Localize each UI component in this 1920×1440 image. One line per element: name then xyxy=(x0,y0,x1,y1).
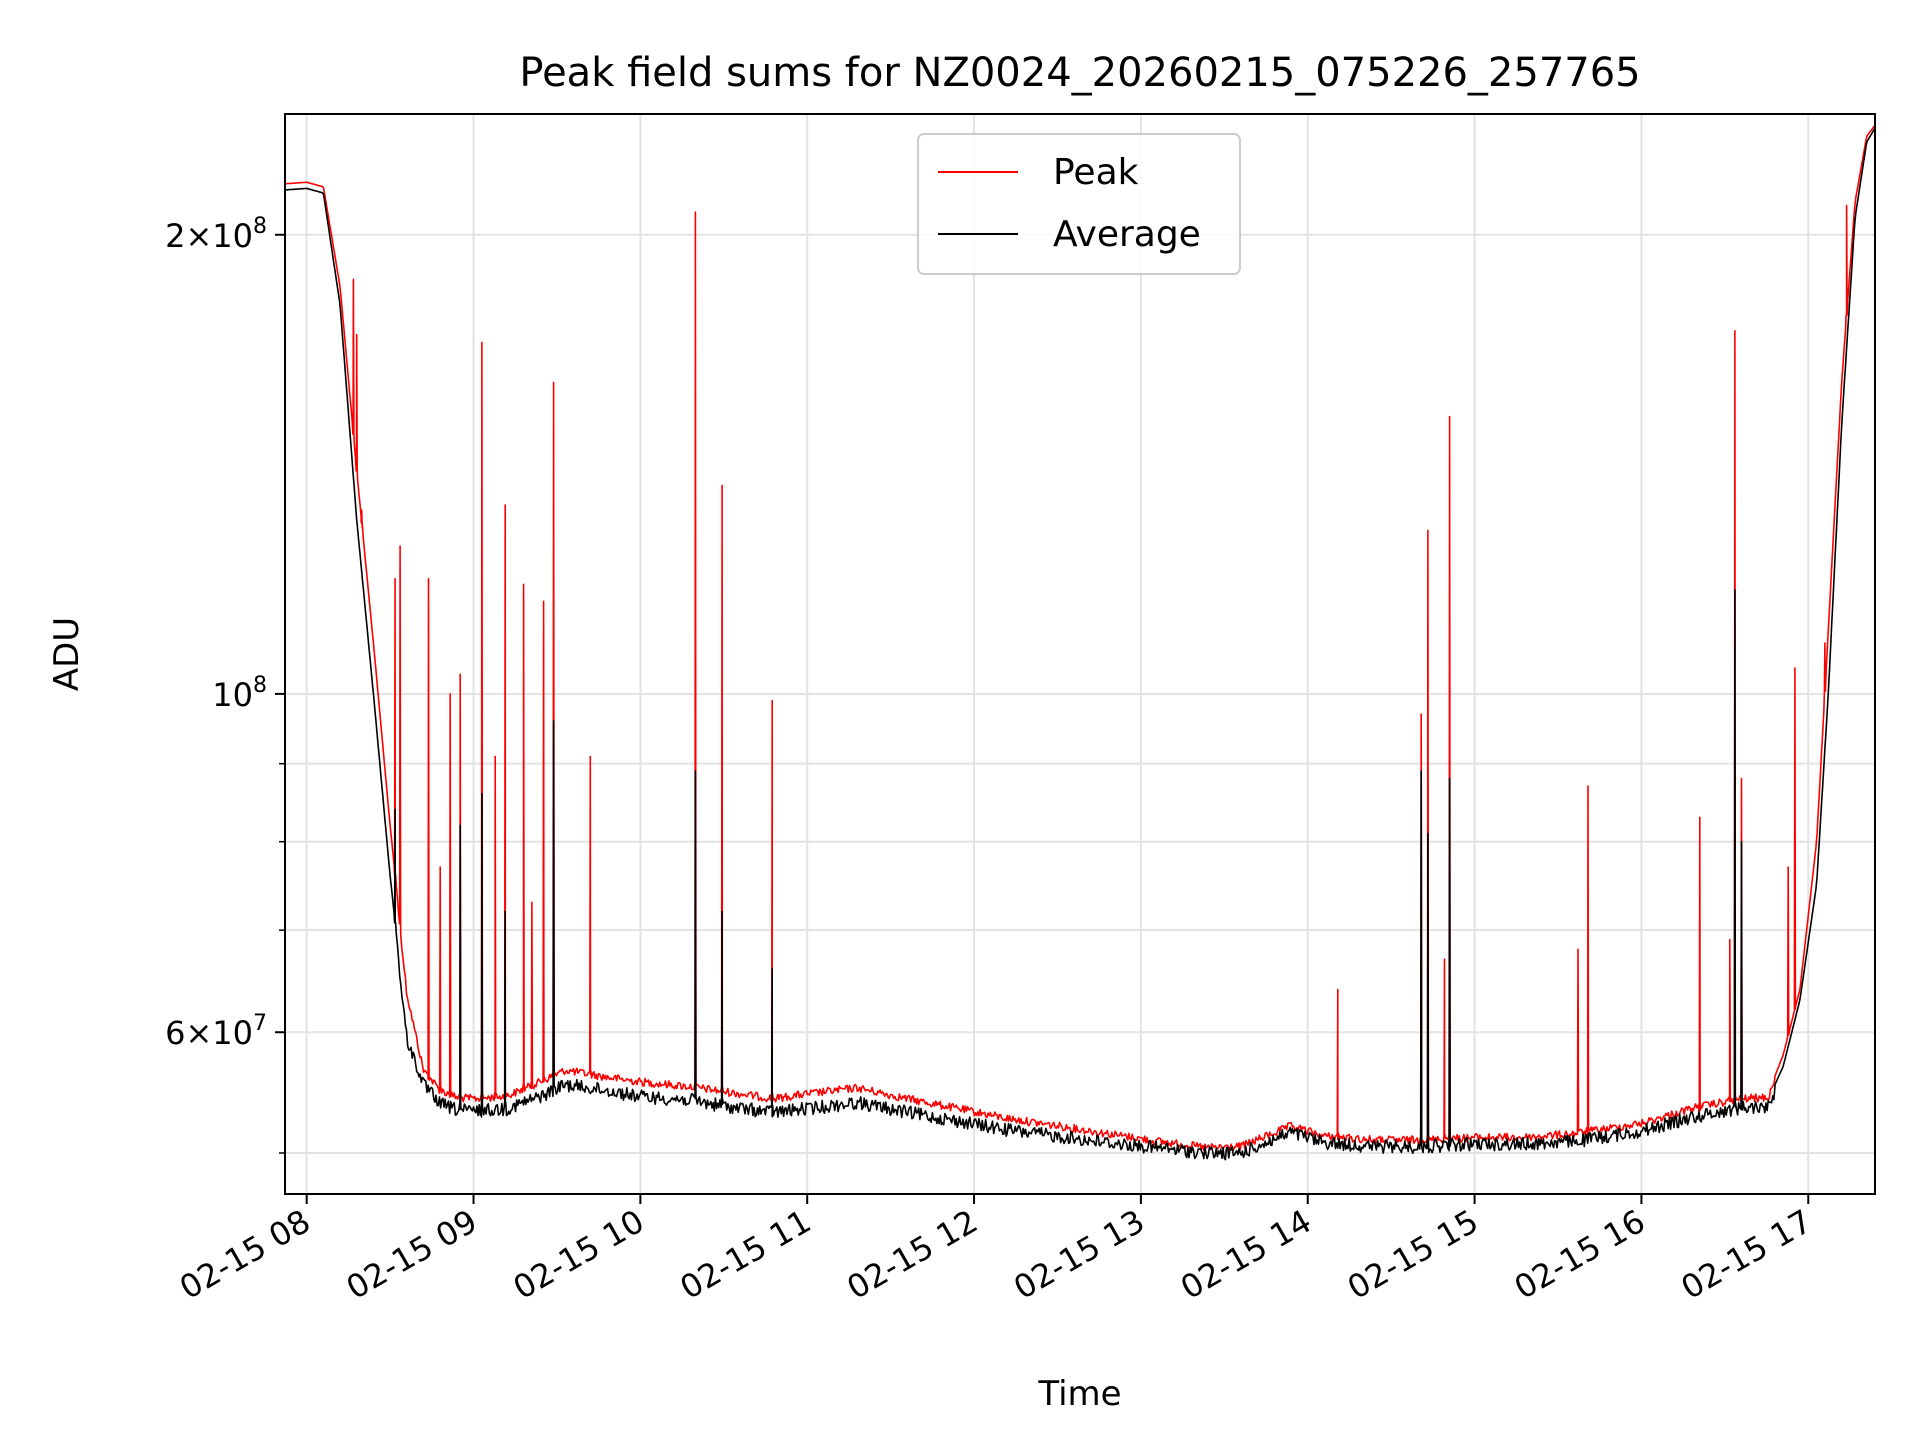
legend: Peak Average xyxy=(917,133,1241,275)
plot-area xyxy=(284,124,1876,1161)
legend-average-label: Average xyxy=(1053,214,1201,255)
y-tick-label: 6×107 xyxy=(165,1011,267,1052)
axes-frame xyxy=(284,113,1876,1195)
legend-box xyxy=(917,133,1241,275)
y-tick-label: 2×108 xyxy=(165,214,267,255)
series-line-average xyxy=(284,127,1876,1161)
y-axis-label: ADU xyxy=(47,617,87,691)
chart-title: Peak field sums for NZ0024_20260215_0752… xyxy=(519,50,1640,96)
x-axis-label: Time xyxy=(1037,1374,1121,1414)
legend-peak-label: Peak xyxy=(1053,152,1139,193)
grid xyxy=(285,114,1875,1194)
